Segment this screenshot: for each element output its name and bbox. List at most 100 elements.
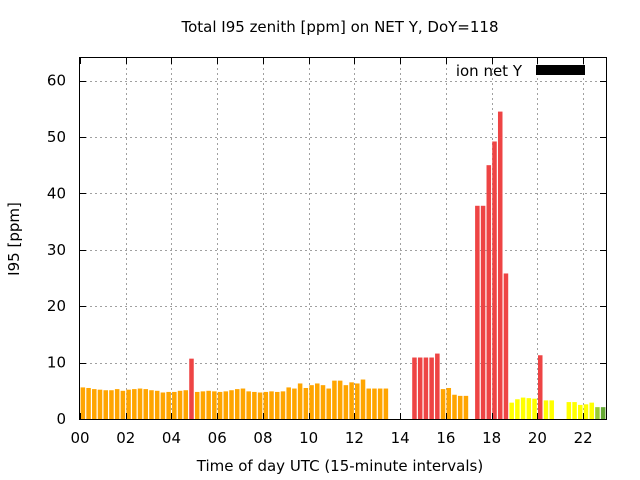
x-tick-label: 14 <box>391 429 410 447</box>
bar <box>160 392 166 419</box>
x-tick-label: 16 <box>436 429 455 447</box>
bar <box>286 387 291 419</box>
bar <box>537 355 543 419</box>
bar <box>194 391 200 419</box>
plot-frame <box>79 57 607 420</box>
bar <box>429 357 434 419</box>
bar <box>166 391 171 419</box>
bar <box>206 390 211 419</box>
bar <box>549 400 554 419</box>
bar <box>297 383 303 419</box>
y-tick-label: 40 <box>47 184 66 202</box>
bar <box>366 388 371 419</box>
bar <box>526 398 532 419</box>
bar <box>572 402 577 419</box>
bar <box>189 358 194 419</box>
bar <box>212 391 217 419</box>
bar <box>149 390 154 419</box>
x-axis-label: Time of day UTC (15-minute intervals) <box>196 457 483 475</box>
y-tick-labels: 0 10 20 30 40 50 60 <box>47 72 66 428</box>
bar <box>423 357 429 419</box>
bar <box>257 392 263 419</box>
bar <box>109 390 114 419</box>
bar <box>377 388 383 419</box>
legend-swatch <box>536 65 585 75</box>
bar <box>154 390 160 419</box>
bar <box>120 390 126 419</box>
bar <box>217 391 223 419</box>
axis-ticks <box>80 58 606 420</box>
bar <box>440 389 446 419</box>
x-tick-label: 04 <box>162 429 181 447</box>
bar <box>172 391 177 419</box>
bar <box>566 402 572 419</box>
bar <box>97 389 103 419</box>
bar <box>303 387 309 419</box>
bar <box>589 402 594 419</box>
y-tick-label: 20 <box>47 297 66 315</box>
bar <box>337 380 343 419</box>
bar <box>269 391 274 419</box>
bar <box>80 387 86 419</box>
bar <box>315 383 320 419</box>
bar <box>383 388 389 419</box>
bars-group <box>80 111 606 420</box>
bar <box>583 404 589 419</box>
bar <box>274 391 280 419</box>
bar <box>132 389 137 419</box>
bar <box>349 382 354 419</box>
bar <box>412 357 417 419</box>
x-tick-label: 02 <box>116 429 135 447</box>
bar <box>600 407 606 419</box>
bar <box>435 353 440 419</box>
x-tick-label: 22 <box>574 429 593 447</box>
bar <box>263 391 269 419</box>
legend-label: ion net Y <box>456 62 523 80</box>
bar <box>578 404 583 419</box>
bar <box>463 395 469 419</box>
bar <box>223 391 229 419</box>
bar <box>177 390 183 419</box>
bar <box>114 389 120 419</box>
bar <box>360 379 366 419</box>
x-tick-labels: 00 02 04 06 08 10 12 14 16 18 20 22 <box>70 429 592 447</box>
bar <box>320 385 326 419</box>
bar <box>543 400 549 419</box>
grid-lines <box>80 58 606 419</box>
bar <box>240 388 246 419</box>
x-tick-label: 18 <box>482 429 501 447</box>
bar <box>137 388 143 419</box>
bar <box>343 385 349 419</box>
bar <box>234 389 240 419</box>
bar <box>200 391 206 419</box>
bar <box>326 388 331 419</box>
bar <box>515 399 520 419</box>
bar <box>520 397 526 419</box>
x-tick-label: 06 <box>208 429 227 447</box>
bar <box>252 391 257 419</box>
bar <box>355 383 360 419</box>
y-tick-label: 0 <box>56 410 66 428</box>
x-tick-label: 10 <box>299 429 318 447</box>
bar <box>332 380 337 419</box>
bar <box>457 395 463 419</box>
bar <box>280 391 286 419</box>
legend: ion net Y <box>456 62 585 80</box>
bar <box>229 390 234 419</box>
y-tick-label: 10 <box>47 354 66 372</box>
bar <box>309 385 314 419</box>
bar <box>143 389 149 419</box>
bar <box>532 398 537 419</box>
y-tick-label: 60 <box>47 72 66 90</box>
bar <box>372 388 377 419</box>
y-axis-label: I95 [ppm] <box>5 202 23 276</box>
bar <box>497 111 503 419</box>
y-tick-label: 50 <box>47 128 66 146</box>
bar <box>503 273 509 419</box>
x-tick-label: 12 <box>345 429 364 447</box>
bar <box>446 387 452 419</box>
bar <box>509 402 514 419</box>
x-tick-label: 20 <box>528 429 547 447</box>
bar <box>595 407 600 419</box>
y-tick-label: 30 <box>47 241 66 259</box>
